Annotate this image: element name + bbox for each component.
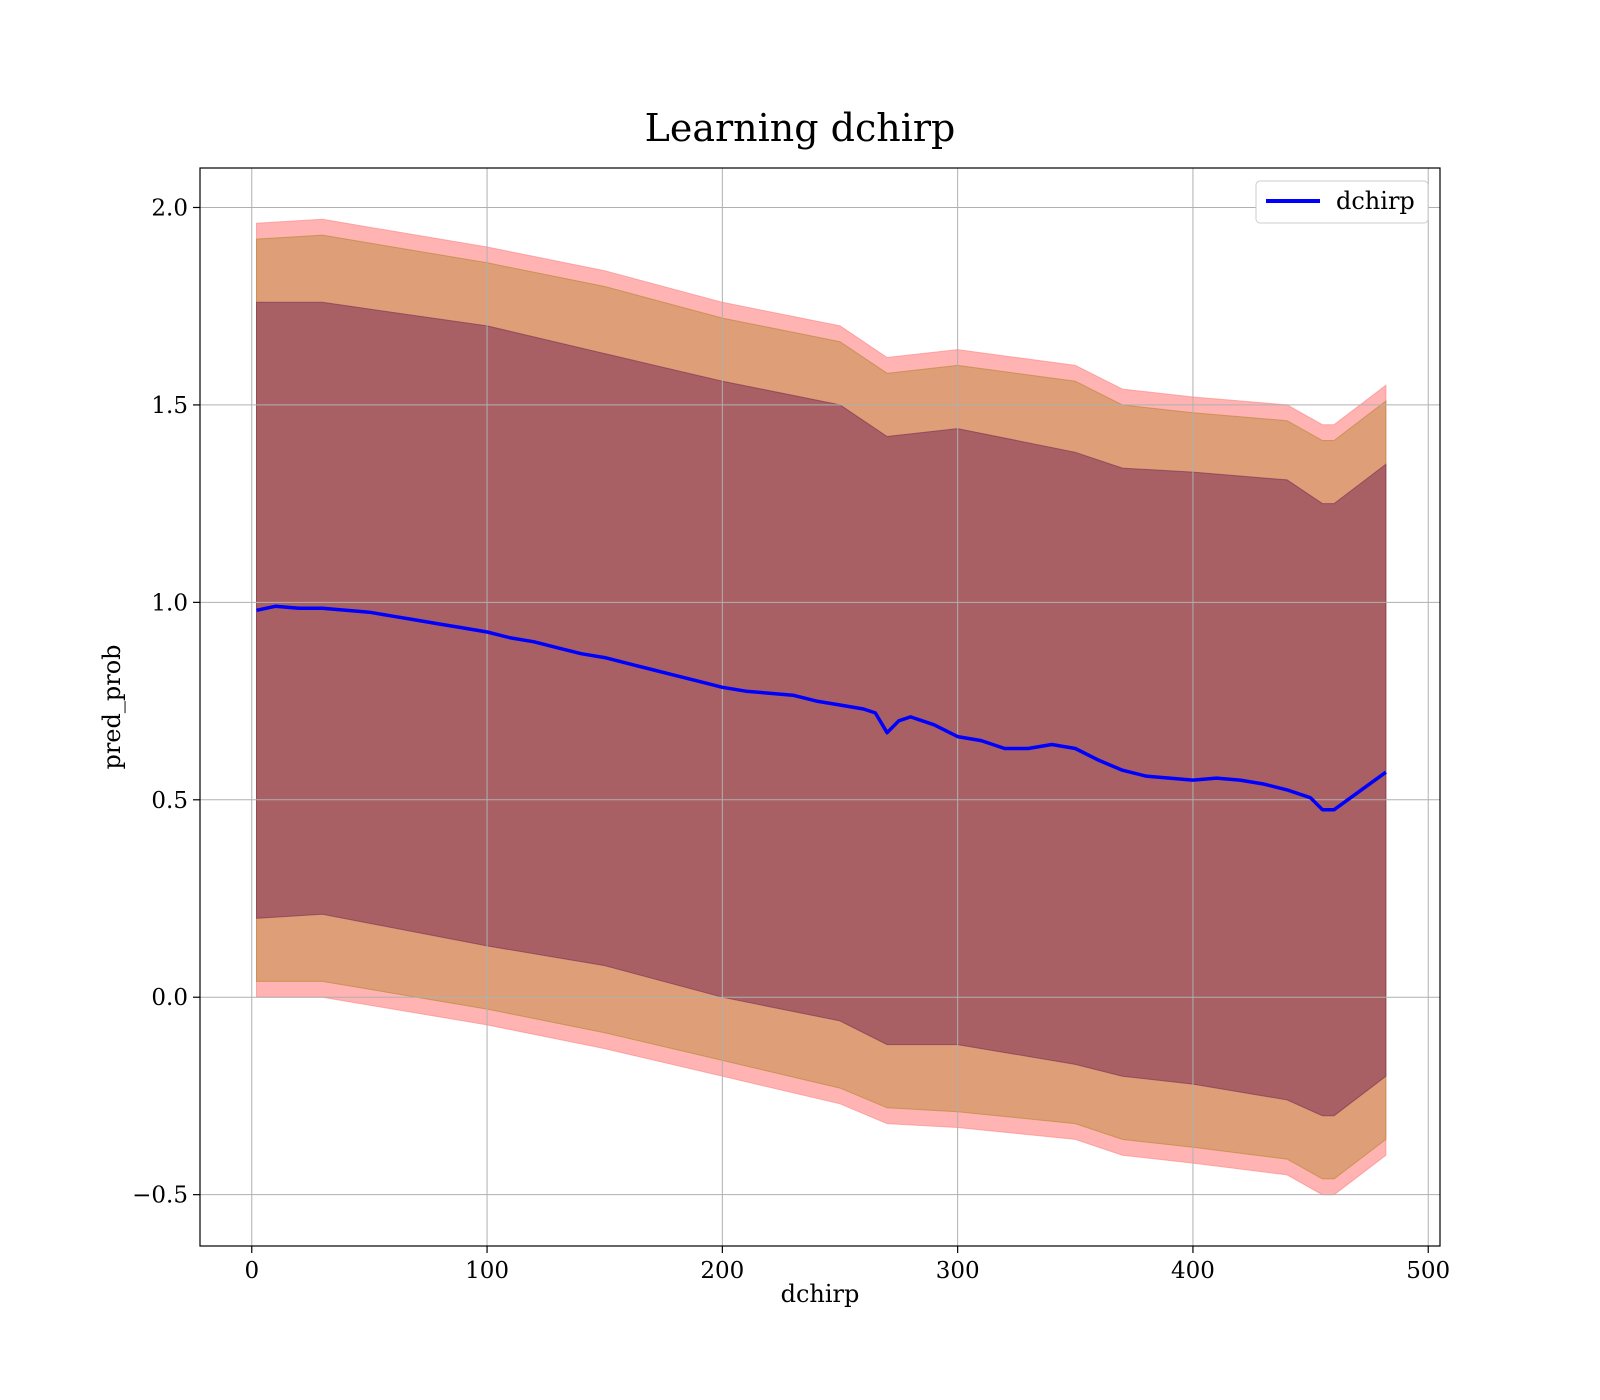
y-axis-label: pred_prob [98,644,126,769]
x-tick-label: 500 [1406,1258,1450,1284]
x-tick-label: 400 [1171,1258,1215,1284]
x-axis: 0 100 200 300 400 500 [244,1246,1450,1284]
grid [200,168,1440,1246]
plot-area [199,167,1441,1247]
x-tick-label: 300 [936,1258,980,1284]
y-tick-label: 0.5 [151,788,188,814]
x-tick-label: 100 [465,1258,509,1284]
plot-frame [199,167,1441,1247]
chart-title: Learning dchirp [645,106,956,150]
series-line-dchirp [256,604,1387,812]
y-axis: −0.5 0.0 0.5 1.0 1.5 2.0 [132,195,200,1209]
y-tick-label: 2.0 [151,195,188,221]
legend-box [1255,180,1429,224]
legend: dchirp [1255,180,1429,224]
confidence-bands [256,218,1387,1196]
y-tick-label: 1.5 [151,393,188,419]
x-tick-label: 200 [700,1258,744,1284]
x-axis-label: dchirp [781,1280,860,1308]
series-lines [256,604,1387,812]
y-tick-label: −0.5 [132,1183,188,1209]
y-tick-label: 1.0 [151,590,188,616]
legend-label-dchirp: dchirp [1336,187,1415,215]
x-tick-label: 0 [244,1258,259,1284]
y-tick-label: 0.0 [151,985,188,1011]
